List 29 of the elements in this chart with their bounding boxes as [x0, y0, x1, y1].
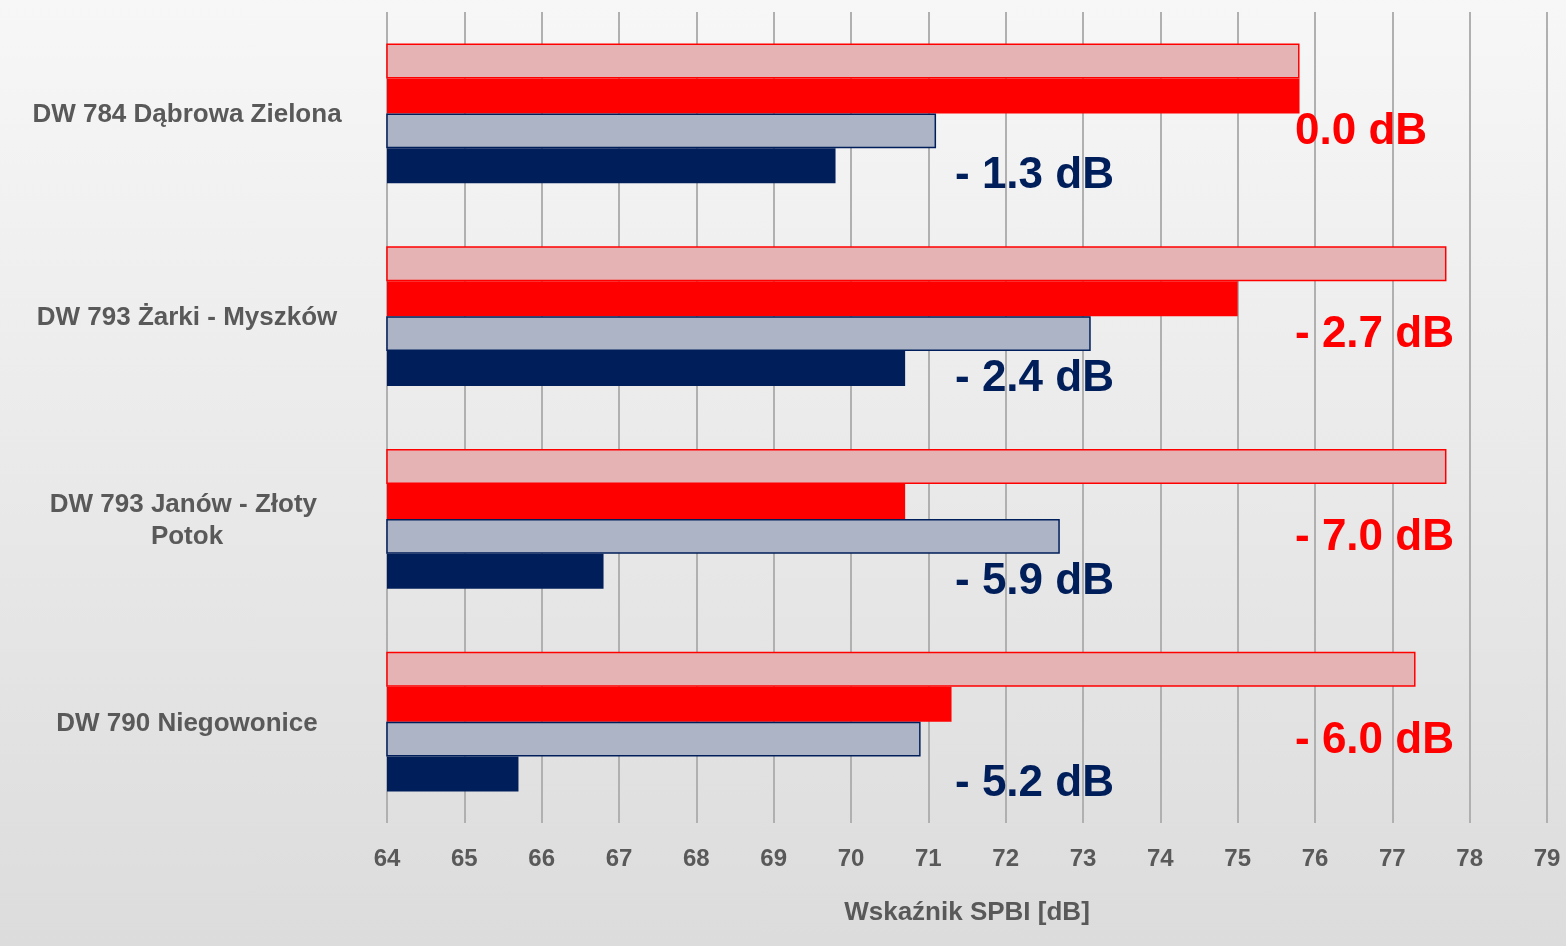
y-tick-label: DW 784 Dąbrowa Zielona: [32, 98, 343, 129]
y-tick-label: DW 793 Żarki - Myszków: [36, 301, 339, 332]
x-tick-label: 69: [760, 843, 788, 871]
x-tick-label: 71: [914, 843, 942, 871]
annotation: - 2.4 dB: [955, 350, 1114, 400]
annotation: - 1.3 dB: [955, 148, 1114, 198]
x-axis-title: Wskaźnik SPBI [dB]: [844, 896, 1090, 926]
x-tick-label: 72: [992, 843, 1020, 871]
x-tick-label: 64: [373, 843, 401, 871]
y-tick-label: DW 790 Niegowonice: [56, 706, 318, 737]
annotation: - 7.0 dB: [1295, 509, 1454, 559]
annotation: 0.0 dB: [1295, 104, 1428, 154]
x-tick-label: 68: [682, 843, 710, 871]
y-tick-label: DW 793 Janów - Złoty Potok: [49, 487, 325, 550]
annotation: - 6.0 dB: [1295, 712, 1454, 762]
x-tick-label: 70: [837, 843, 865, 871]
x-tick-label: 74: [1146, 843, 1175, 871]
x-tick-label: 73: [1069, 843, 1097, 871]
x-tick-label: 76: [1301, 843, 1329, 871]
x-tick-label: 78: [1456, 843, 1484, 871]
annotation: - 5.9 dB: [955, 553, 1114, 603]
x-tick-label: 75: [1224, 843, 1252, 871]
annotation: - 5.2 dB: [955, 756, 1114, 806]
annotation: - 2.7 dB: [1295, 307, 1454, 357]
x-tick-label: 77: [1378, 843, 1406, 871]
x-tick-label: 67: [605, 843, 633, 871]
x-tick-label: 66: [528, 843, 556, 871]
x-tick-label: 79: [1533, 843, 1561, 871]
x-tick-label: 65: [450, 843, 478, 871]
